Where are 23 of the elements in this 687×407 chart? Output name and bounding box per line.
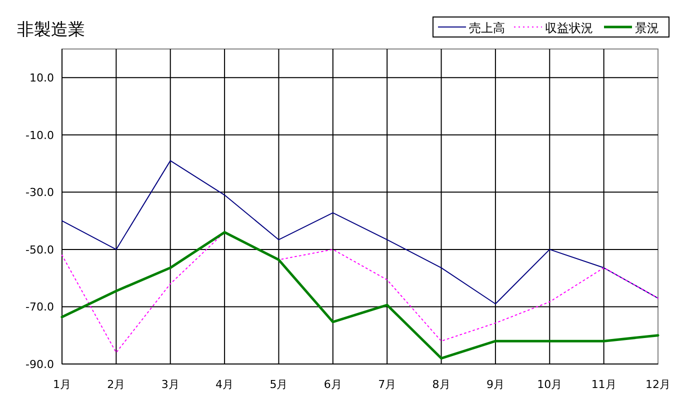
x-tick-label: 12月 [646, 378, 670, 391]
legend-label: 収益状況 [545, 21, 593, 35]
line-series [62, 160, 658, 304]
y-tick-label: -10.0 [26, 128, 54, 142]
x-tick-label: 2月 [107, 378, 126, 391]
y-tick-label: -90.0 [26, 358, 54, 371]
x-tick-label: 10月 [537, 378, 562, 391]
x-tick-label: 5月 [270, 378, 288, 391]
x-tick-label: 11月 [591, 378, 616, 391]
x-tick-label: 9月 [486, 378, 504, 391]
y-tick-label: -70.0 [26, 300, 54, 314]
y-tick-label: -50.0 [26, 243, 54, 256]
legend-label: 景況 [635, 21, 659, 35]
legend-label: 売上高 [469, 21, 505, 35]
chart-title: 非製造業 [17, 20, 85, 40]
x-tick-label: 4月 [216, 378, 234, 391]
x-tick-label: 1月 [53, 378, 71, 391]
x-tick-label: 3月 [161, 378, 180, 391]
x-tick-label: 6月 [324, 378, 342, 391]
x-tick-label: 7月 [378, 378, 396, 391]
x-tick-label: 8月 [432, 378, 450, 391]
y-tick-label: -30.0 [26, 186, 54, 200]
y-tick-label: 10.0 [30, 72, 54, 85]
